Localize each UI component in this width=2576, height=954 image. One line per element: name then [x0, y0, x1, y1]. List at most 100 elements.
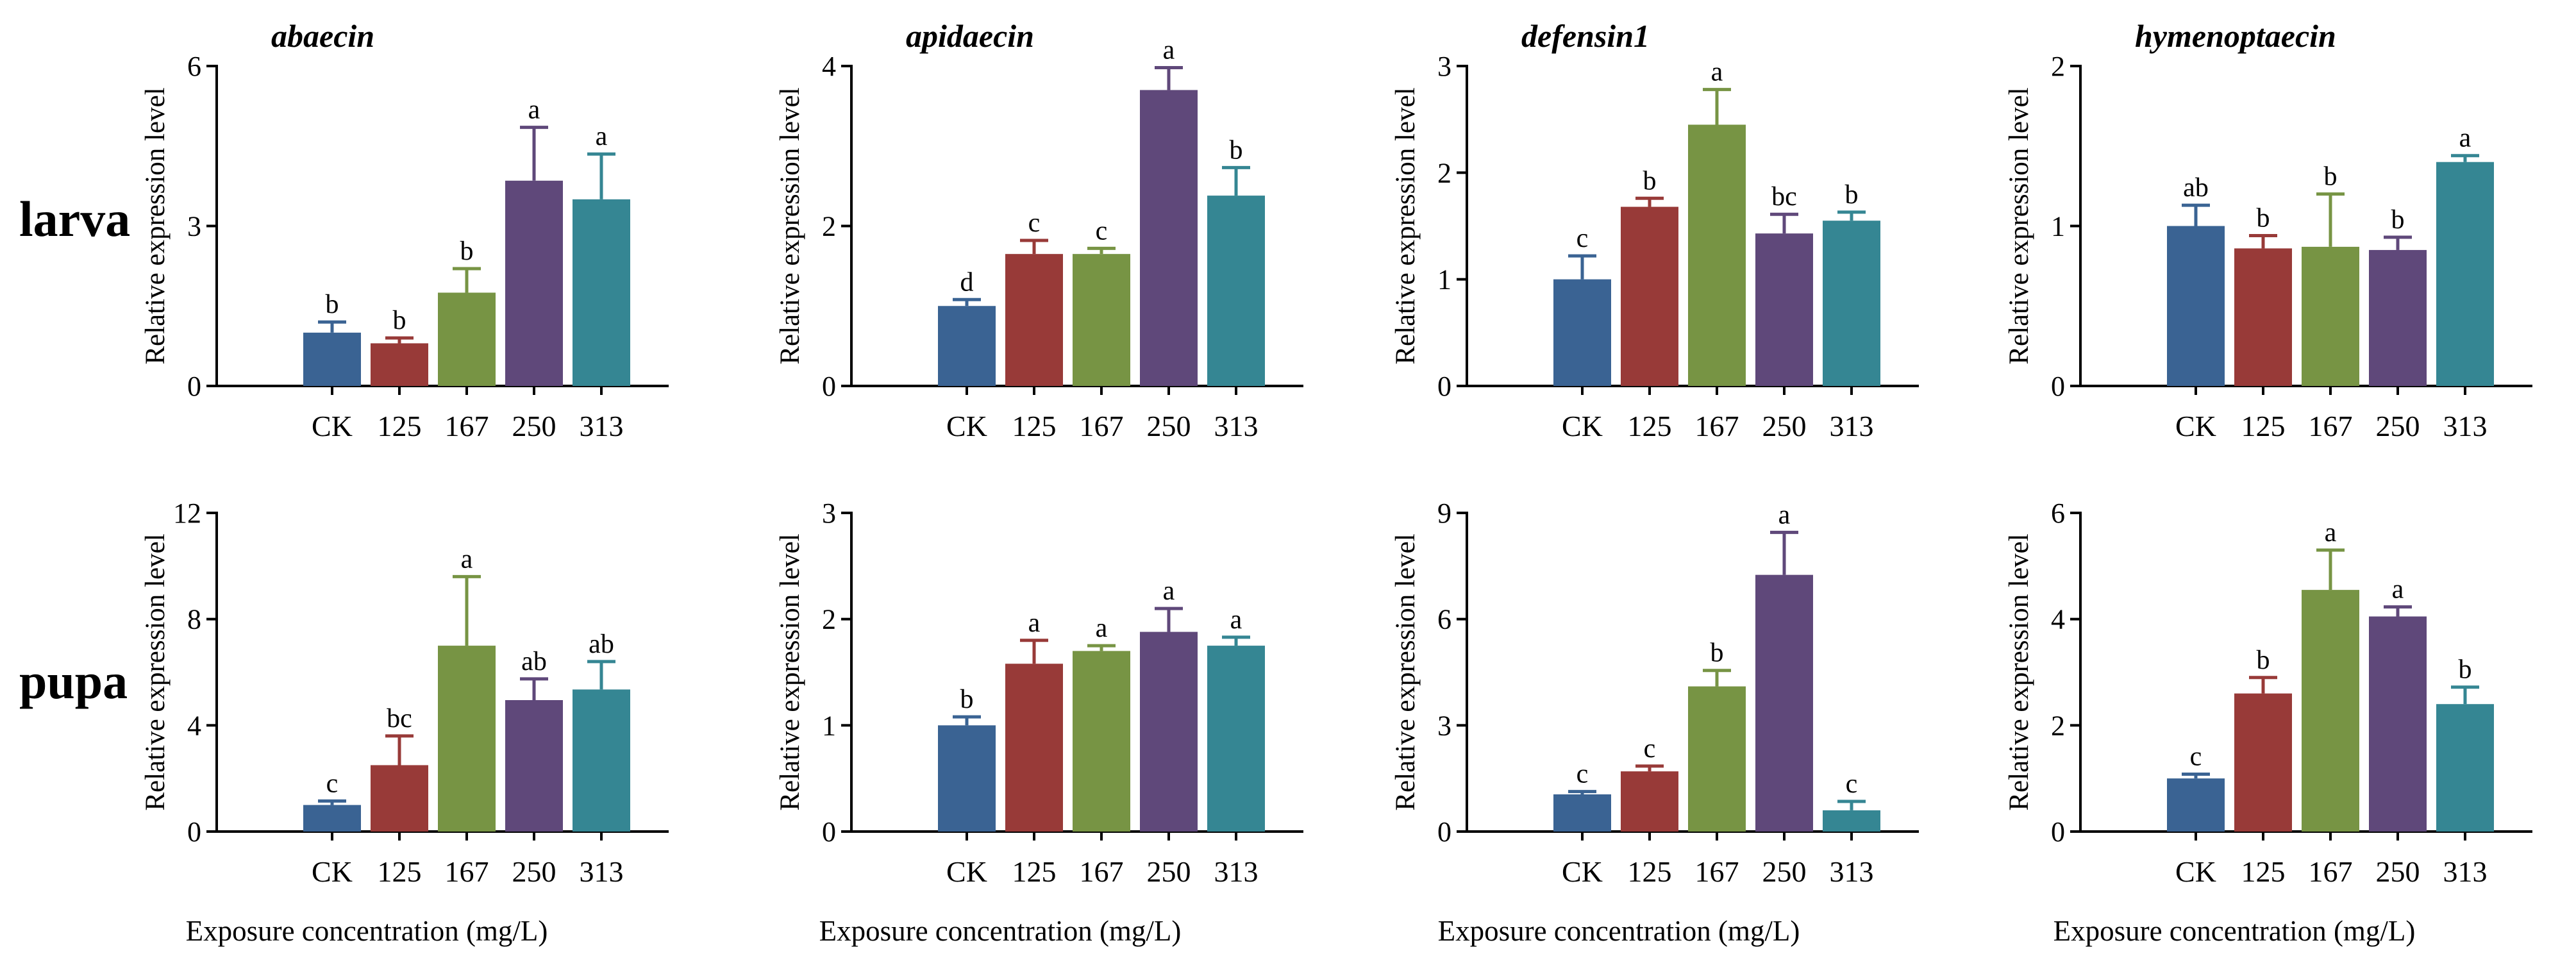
significance-label-250: a: [1163, 35, 1175, 65]
y-tick-label: 4: [2051, 604, 2065, 635]
bar-125: [1005, 254, 1063, 386]
bar-250: [505, 699, 563, 832]
significance-label-313: ab: [589, 630, 614, 659]
x-tick-label-313: 313: [2443, 855, 2488, 888]
x-tick-label-167: 167: [1080, 410, 1124, 442]
x-axis-label-3: Exposure concentration (mg/L): [1438, 915, 1800, 947]
x-tick-label-250: 250: [512, 410, 556, 442]
significance-label-167: b: [460, 237, 474, 266]
y-tick-label: 6: [1437, 604, 1451, 635]
y-tick-label: 1: [1437, 264, 1451, 296]
x-tick-label-125: 125: [1012, 410, 1057, 442]
y-tick-label: 0: [187, 816, 201, 848]
significance-label-250: a: [1163, 576, 1175, 606]
bar-167: [1073, 651, 1130, 832]
y-axis-title: Relative expression level: [140, 87, 171, 364]
significance-label-313: a: [596, 122, 608, 151]
bar-125: [2234, 693, 2292, 832]
chart-panel-1: 0 3 6 Relative expression level abaecin CK b 12…: [140, 18, 669, 442]
significance-label-250: a: [2392, 575, 2404, 605]
x-tick-label-250: 250: [2376, 855, 2420, 888]
y-tick-label: 0: [822, 371, 836, 402]
y-tick-label: 2: [2051, 51, 2065, 82]
x-tick-label-CK: CK: [312, 855, 353, 888]
x-tick-label-167: 167: [2309, 855, 2353, 888]
chart-panel-8: 0 2 4 6 Relative expression level CK c 125 b 167 a…: [2004, 498, 2532, 888]
bar-313: [1823, 221, 1880, 386]
x-tick-label-CK: CK: [312, 410, 353, 442]
bar-250: [1140, 632, 1198, 832]
significance-label-125: a: [1028, 608, 1041, 638]
x-tick-label-167: 167: [1695, 410, 1739, 442]
y-tick-label: 2: [1437, 157, 1451, 188]
bar-CK: [1553, 279, 1611, 386]
x-tick-label-CK: CK: [2175, 410, 2216, 442]
significance-label-250: ab: [521, 647, 547, 676]
bar-167: [1073, 254, 1130, 386]
y-axis-title: Relative expression level: [775, 533, 805, 810]
x-tick-label-CK: CK: [1562, 410, 1603, 442]
x-tick-label-125: 125: [1012, 855, 1057, 888]
y-tick-label: 0: [822, 816, 836, 848]
x-tick-label-167: 167: [445, 855, 489, 888]
x-tick-label-313: 313: [1830, 410, 1874, 442]
bar-167: [1688, 686, 1746, 832]
bar-CK: [938, 306, 996, 386]
bar-125: [1621, 771, 1678, 832]
significance-label-313: b: [2459, 655, 2472, 685]
significance-label-CK: b: [960, 685, 974, 714]
bar-125: [2234, 248, 2292, 386]
chart-title: abaecin: [271, 18, 374, 54]
bar-167: [438, 646, 496, 832]
y-tick-label: 2: [822, 604, 836, 635]
y-tick-label: 3: [1437, 710, 1451, 741]
x-tick-label-313: 313: [580, 410, 624, 442]
bar-313: [1207, 196, 1265, 386]
significance-label-313: c: [1846, 769, 1858, 799]
y-tick-label: 1: [822, 710, 836, 741]
y-tick-label: 0: [1437, 371, 1451, 402]
x-tick-label-313: 313: [580, 855, 624, 888]
x-tick-label-167: 167: [1080, 855, 1124, 888]
bar-313: [1823, 810, 1880, 832]
x-axis-label-1: Exposure concentration (mg/L): [186, 915, 548, 947]
significance-label-167: a: [2325, 518, 2337, 548]
y-tick-label: 1: [2051, 211, 2065, 242]
bar-167: [438, 292, 496, 386]
bar-167: [1688, 124, 1746, 386]
y-tick-label: 6: [187, 51, 201, 82]
y-axis-title: Relative expression level: [775, 87, 805, 364]
y-axis-title: Relative expression level: [2004, 87, 2034, 364]
significance-label-125: b: [2257, 203, 2270, 233]
y-tick-label: 0: [187, 371, 201, 402]
y-axis-title: Relative expression level: [1391, 87, 1421, 364]
x-tick-label-CK: CK: [946, 410, 987, 442]
y-tick-label: 8: [187, 604, 201, 635]
row-label-pupa: pupa: [19, 653, 128, 709]
significance-label-167: b: [1710, 639, 1724, 668]
significance-label-313: b: [1845, 180, 1859, 210]
significance-label-CK: b: [326, 290, 339, 319]
significance-label-250: a: [1778, 500, 1791, 530]
bar-CK: [303, 805, 361, 832]
significance-label-167: a: [1096, 614, 1108, 643]
significance-label-CK: c: [326, 769, 339, 798]
x-tick-label-125: 125: [2241, 410, 2286, 442]
significance-label-313: a: [1230, 605, 1242, 635]
y-tick-label: 4: [822, 51, 836, 82]
significance-label-CK: c: [1577, 760, 1589, 789]
bar-CK: [303, 332, 361, 386]
y-tick-label: 3: [822, 498, 836, 529]
significance-label-CK: c: [2190, 742, 2202, 772]
x-tick-label-313: 313: [2443, 410, 2488, 442]
y-tick-label: 2: [2051, 710, 2065, 741]
chart-title: hymenoptaecin: [2135, 18, 2336, 54]
chart-title: defensin1: [1521, 18, 1650, 54]
x-tick-label-167: 167: [2309, 410, 2353, 442]
y-axis-title: Relative expression level: [1391, 533, 1421, 810]
significance-label-250: a: [528, 96, 540, 125]
y-tick-label: 4: [187, 710, 201, 741]
x-tick-label-125: 125: [378, 410, 422, 442]
